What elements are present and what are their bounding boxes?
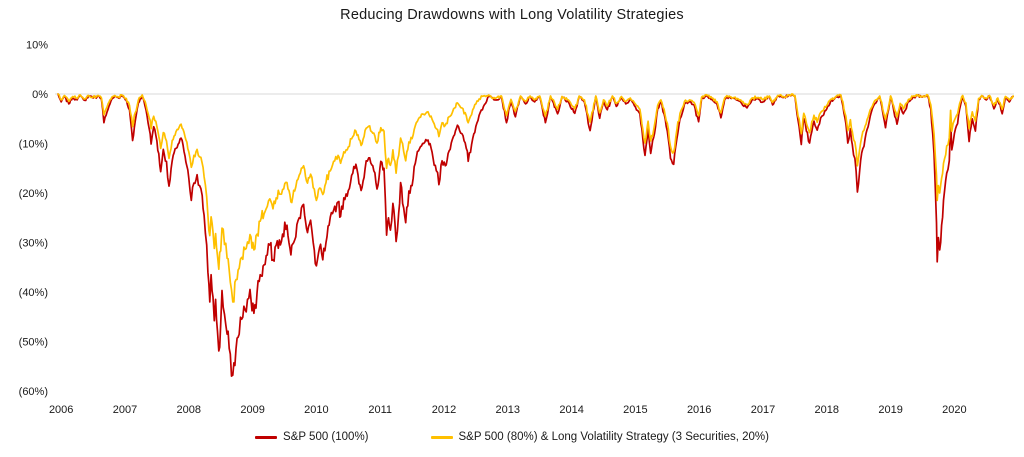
legend-swatch-longvol	[430, 435, 453, 439]
x-axis-tick-label: 2006	[49, 404, 73, 416]
y-axis-tick-label: (10%)	[19, 139, 48, 151]
series-line-longvol	[57, 93, 1014, 303]
x-axis-tick-label: 2010	[304, 404, 328, 416]
x-axis-tick-label: 2014	[559, 404, 583, 416]
x-axis-tick-label: 2009	[240, 404, 264, 416]
y-axis-tick-label: (40%)	[19, 287, 48, 299]
legend-label-sp500: S&P 500 (100%)	[283, 431, 369, 443]
legend-swatch-sp500	[255, 435, 278, 439]
x-axis-tick-label: 2011	[368, 404, 392, 416]
x-axis-tick-label: 2015	[623, 404, 647, 416]
x-axis-tick-label: 2016	[687, 404, 711, 416]
x-axis-tick-label: 2008	[177, 404, 201, 416]
y-axis-tick-label: (20%)	[19, 188, 48, 200]
y-axis-tick-label: (30%)	[19, 238, 48, 250]
y-axis-tick-label: (60%)	[19, 386, 48, 398]
x-axis-tick-label: 2007	[113, 404, 137, 416]
y-axis-tick-label: 10%	[26, 40, 48, 52]
x-axis-tick-label: 2013	[496, 404, 520, 416]
x-axis-tick-label: 2018	[815, 404, 839, 416]
y-axis-tick-label: (50%)	[19, 337, 48, 349]
legend-item-longvol: S&P 500 (80%) & Long Volatility Strategy…	[430, 431, 769, 443]
legend: S&P 500 (100%) S&P 500 (80%) & Long Vola…	[0, 431, 1024, 443]
y-axis-tick-label: 0%	[32, 89, 48, 101]
legend-item-sp500: S&P 500 (100%)	[255, 431, 369, 443]
series-line-sp500	[57, 93, 1014, 377]
x-axis-tick-label: 2019	[878, 404, 902, 416]
x-axis-tick-label: 2017	[751, 404, 775, 416]
chart-title: Reducing Drawdowns with Long Volatility …	[340, 7, 684, 23]
legend-label-longvol: S&P 500 (80%) & Long Volatility Strategy…	[458, 431, 769, 443]
plot-area: 10% 0% (10%) (20%) (30%) (40%) (50%) (60%)2006 2…	[19, 40, 1014, 416]
x-axis-tick-label: 2020	[942, 404, 966, 416]
x-axis-tick-label: 2012	[432, 404, 456, 416]
